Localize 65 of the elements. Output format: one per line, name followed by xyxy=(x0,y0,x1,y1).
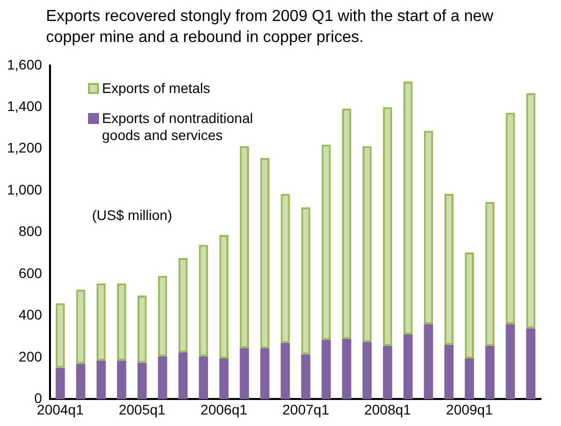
bar xyxy=(526,328,536,400)
y-tick-label: 1,000 xyxy=(6,181,42,198)
bar xyxy=(219,235,229,359)
bar xyxy=(96,283,106,361)
bar xyxy=(280,194,290,343)
y-tick-label: 400 xyxy=(18,306,42,323)
x-tick-label: 2007q1 xyxy=(282,401,330,418)
bar xyxy=(117,283,126,361)
bar xyxy=(464,358,474,400)
chart-title: Exports recovered stongly from 2009 Q1 with the start of a new copper mine and a rebound in copper prices. xyxy=(46,7,494,48)
bar xyxy=(301,354,310,400)
legend-label: Exports of metals xyxy=(102,80,212,97)
bar xyxy=(301,207,310,354)
x-tick-label: 2008q1 xyxy=(364,401,412,418)
y-tick-label: 600 xyxy=(18,264,42,281)
y-tick-label: 200 xyxy=(18,348,42,364)
bar xyxy=(403,334,413,400)
bar xyxy=(198,244,208,356)
bar xyxy=(403,81,413,335)
bar xyxy=(424,324,434,400)
bar xyxy=(382,107,392,346)
bar xyxy=(158,356,168,400)
bar xyxy=(178,352,188,400)
bar xyxy=(56,368,65,400)
bar xyxy=(280,342,290,400)
x-tick-label: 2009q1 xyxy=(446,401,493,418)
bar xyxy=(382,346,392,400)
bar xyxy=(485,202,494,346)
bar xyxy=(240,348,249,400)
bar xyxy=(219,358,229,400)
legend-label: Exports of nontraditional goods and services xyxy=(102,110,254,144)
bar xyxy=(342,108,352,339)
y-tick-label: 800 xyxy=(18,223,42,240)
bar xyxy=(506,112,515,324)
bar xyxy=(342,338,352,400)
bar xyxy=(240,146,249,348)
bar xyxy=(76,290,86,364)
bar xyxy=(485,346,494,400)
y-tick-label: 1,600 xyxy=(6,56,42,72)
x-tick-label: 2005q1 xyxy=(118,401,166,418)
bar xyxy=(260,348,270,400)
y-tick-label: 1,400 xyxy=(6,98,42,114)
bar xyxy=(56,303,65,368)
x-tick-label: 2006q1 xyxy=(200,401,248,418)
bar xyxy=(526,93,536,328)
bar xyxy=(178,258,188,352)
bar xyxy=(464,252,474,359)
bar xyxy=(260,158,270,348)
bar xyxy=(424,130,434,324)
y-tick-label: 1,200 xyxy=(6,140,42,156)
bar xyxy=(444,344,454,400)
bar xyxy=(137,296,147,363)
bar xyxy=(322,340,331,400)
bar xyxy=(96,360,106,400)
bar xyxy=(362,146,372,342)
bar xyxy=(117,360,126,400)
bar xyxy=(137,362,147,400)
bar xyxy=(322,144,331,340)
bar xyxy=(198,356,208,400)
bar xyxy=(158,276,168,356)
bar xyxy=(362,342,372,400)
bar xyxy=(76,364,86,400)
y-axis-title: (US$ million) xyxy=(92,207,172,223)
bar xyxy=(444,194,454,345)
bar xyxy=(506,324,515,400)
